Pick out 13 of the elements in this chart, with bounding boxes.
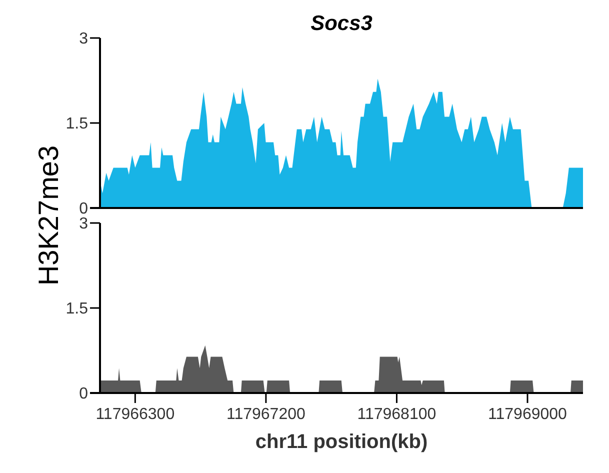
chart-title: Socs3 xyxy=(310,12,373,35)
x-tick-label: 117968100 xyxy=(357,406,436,423)
x-tick-label: 117969000 xyxy=(488,406,568,423)
y-tick-label: 0 xyxy=(79,200,88,218)
y-tick-label: 0 xyxy=(79,386,88,403)
y-tick-label: 1.5 xyxy=(66,116,88,133)
y-axis-title: H3K27me3 xyxy=(33,145,64,286)
y-tick-label: 3 xyxy=(79,216,88,233)
x-tick-label: 117967200 xyxy=(226,406,306,423)
y-tick-label: 3 xyxy=(79,30,88,48)
x-axis-title: chr11 position(kb) xyxy=(255,431,428,453)
y-tick-label: 1.5 xyxy=(66,300,88,318)
x-tick-label: 117966300 xyxy=(96,406,175,423)
